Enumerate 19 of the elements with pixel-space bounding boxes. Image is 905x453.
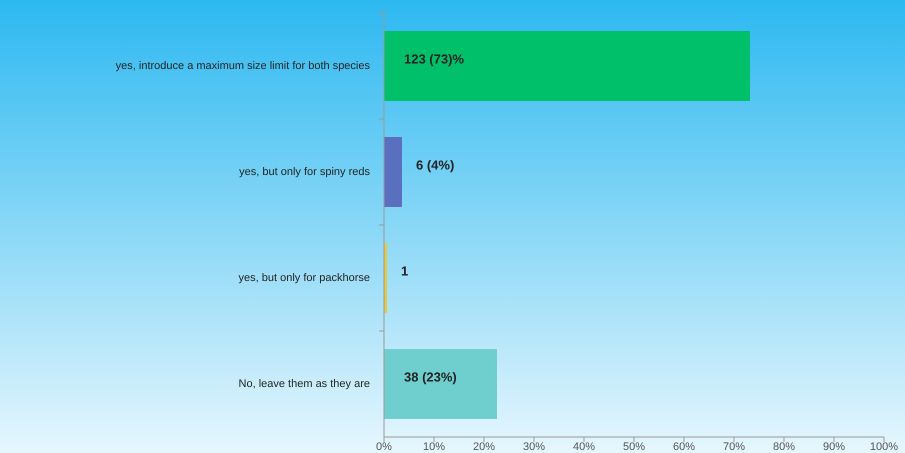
x-tick-label: 40% — [572, 440, 596, 453]
x-tick-label: 0% — [376, 440, 392, 453]
data-label: 6 (4%) — [416, 157, 454, 172]
x-tick-label: 50% — [622, 440, 646, 453]
x-tick-label: 20% — [472, 440, 496, 453]
x-tick-label: 60% — [672, 440, 696, 453]
y-tick-label: yes, but only for packhorse — [238, 272, 370, 284]
x-tick-label: 100% — [870, 440, 898, 453]
x-tick-label: 10% — [422, 440, 446, 453]
data-label: 38 (23%) — [404, 369, 457, 384]
y-tick-label: yes, introduce a maximum size limit for both species — [116, 60, 370, 72]
x-tick-label: 70% — [722, 440, 746, 453]
x-tick-label: 30% — [522, 440, 546, 453]
x-tick-label: 80% — [772, 440, 796, 453]
data-label: 123 (73)% — [404, 51, 464, 66]
data-label: 1 — [401, 263, 408, 278]
x-tick-label: 90% — [822, 440, 846, 453]
y-tick-label: No, leave them as they are — [238, 378, 370, 390]
y-tick-label: yes, but only for spiny reds — [239, 166, 370, 178]
